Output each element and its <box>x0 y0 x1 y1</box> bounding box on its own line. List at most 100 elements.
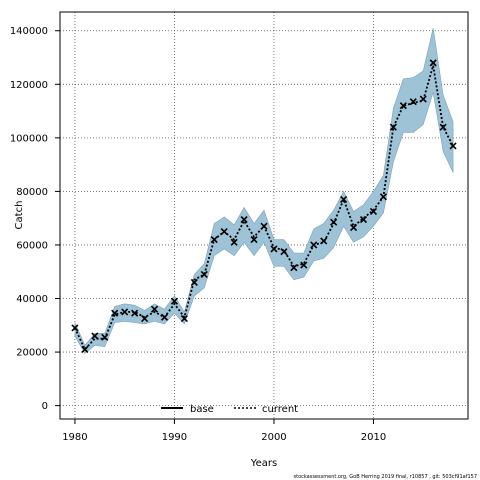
data-markers <box>71 59 457 353</box>
data-point-marker <box>379 193 387 201</box>
marker-stroke <box>121 308 129 316</box>
data-point-marker <box>290 264 298 272</box>
data-point-marker <box>419 95 427 103</box>
data-point-marker <box>230 238 238 246</box>
legend: base current <box>161 404 298 415</box>
marker-stroke <box>190 278 198 287</box>
data-point-marker <box>111 309 119 317</box>
y-tick-label: 40000 <box>16 294 48 305</box>
data-point-marker <box>300 261 308 269</box>
data-point-marker <box>389 123 397 131</box>
marker-stroke <box>419 95 427 103</box>
data-point-marker <box>71 324 79 332</box>
marker-stroke <box>349 223 358 232</box>
x-axis-ticks: 1980 1990 2000 2010 <box>62 419 386 443</box>
plot-frame <box>59 11 469 420</box>
marker-stroke <box>230 238 238 246</box>
marker-stroke <box>310 241 318 249</box>
data-point-marker <box>81 345 89 353</box>
x-tick-label: 2000 <box>261 432 286 443</box>
marker-stroke <box>340 195 348 203</box>
marker-stroke <box>240 215 248 224</box>
marker-stroke <box>320 237 328 245</box>
marker-stroke <box>81 345 89 353</box>
marker-stroke <box>389 123 397 131</box>
y-tick-label: 60000 <box>16 240 48 251</box>
marker-stroke <box>379 193 387 201</box>
data-point-marker <box>150 305 159 313</box>
data-point-marker <box>240 215 248 224</box>
marker-stroke <box>290 264 298 272</box>
data-point-marker <box>250 236 258 244</box>
marker-stroke <box>220 228 228 236</box>
marker-stroke <box>300 261 308 269</box>
data-point-marker <box>160 313 169 321</box>
marker-stroke <box>200 270 208 278</box>
marker-stroke <box>270 245 278 253</box>
marker-stroke <box>330 218 338 226</box>
marker-stroke <box>429 59 437 67</box>
footer-credit: stockassessment.org, GoB Herring 2019 fi… <box>294 474 478 480</box>
marker-stroke <box>111 309 119 317</box>
marker-stroke <box>260 222 268 230</box>
data-point-marker <box>260 222 268 230</box>
marker-stroke <box>399 102 407 110</box>
grid-lines <box>60 12 468 419</box>
data-point-marker <box>449 142 457 150</box>
y-tick-label: 0 <box>42 401 48 412</box>
marker-stroke <box>150 305 159 313</box>
y-tick-label: 80000 <box>16 187 48 198</box>
data-point-marker <box>349 223 358 232</box>
y-tick-label: 140000 <box>10 26 48 37</box>
data-point-marker <box>320 237 328 245</box>
data-point-marker <box>190 278 198 287</box>
x-tick-label: 2010 <box>361 432 386 443</box>
marker-stroke <box>210 236 218 244</box>
data-point-marker <box>439 123 447 131</box>
confidence-band <box>74 28 454 354</box>
marker-stroke <box>141 315 149 323</box>
y-tick-label: 20000 <box>16 348 48 359</box>
y-tick-label: 100000 <box>10 133 48 144</box>
data-point-marker <box>369 207 378 216</box>
data-point-marker <box>210 236 218 244</box>
y-tick-label: 120000 <box>10 80 48 91</box>
marker-stroke <box>160 313 169 321</box>
marker-stroke <box>131 309 139 317</box>
marker-stroke <box>170 297 179 305</box>
marker-stroke <box>449 142 457 150</box>
marker-stroke <box>369 207 378 216</box>
x-axis-label: Years <box>250 458 277 469</box>
y-axis-label: Catch <box>14 201 25 230</box>
data-point-marker <box>101 333 109 341</box>
data-point-marker <box>121 308 129 316</box>
x-tick-label: 1990 <box>162 432 187 443</box>
data-point-marker <box>399 102 407 110</box>
data-point-marker <box>170 297 179 305</box>
data-point-marker <box>280 248 288 256</box>
data-point-marker <box>141 315 149 323</box>
data-point-marker <box>310 241 318 249</box>
data-point-marker <box>409 98 417 106</box>
data-point-marker <box>91 332 99 340</box>
data-point-marker <box>330 218 338 226</box>
legend-base-label: base <box>190 404 214 415</box>
marker-stroke <box>91 332 99 340</box>
data-point-marker <box>220 228 228 236</box>
x-tick-label: 1980 <box>62 432 87 443</box>
data-point-marker <box>359 215 368 224</box>
data-point-marker <box>429 59 437 67</box>
marker-stroke <box>409 98 417 106</box>
marker-stroke <box>180 315 188 323</box>
data-point-marker <box>200 270 208 278</box>
marker-stroke <box>71 324 79 332</box>
marker-stroke <box>280 248 288 256</box>
marker-stroke <box>439 123 447 131</box>
y-axis-ticks: 0 20000 40000 60000 80000 100000 120000 140000 <box>10 26 60 412</box>
legend-current-label: current <box>262 404 298 415</box>
confidence-band-area <box>74 28 454 354</box>
marker-stroke <box>101 333 109 341</box>
data-point-marker <box>270 245 278 253</box>
marker-stroke <box>250 236 258 244</box>
